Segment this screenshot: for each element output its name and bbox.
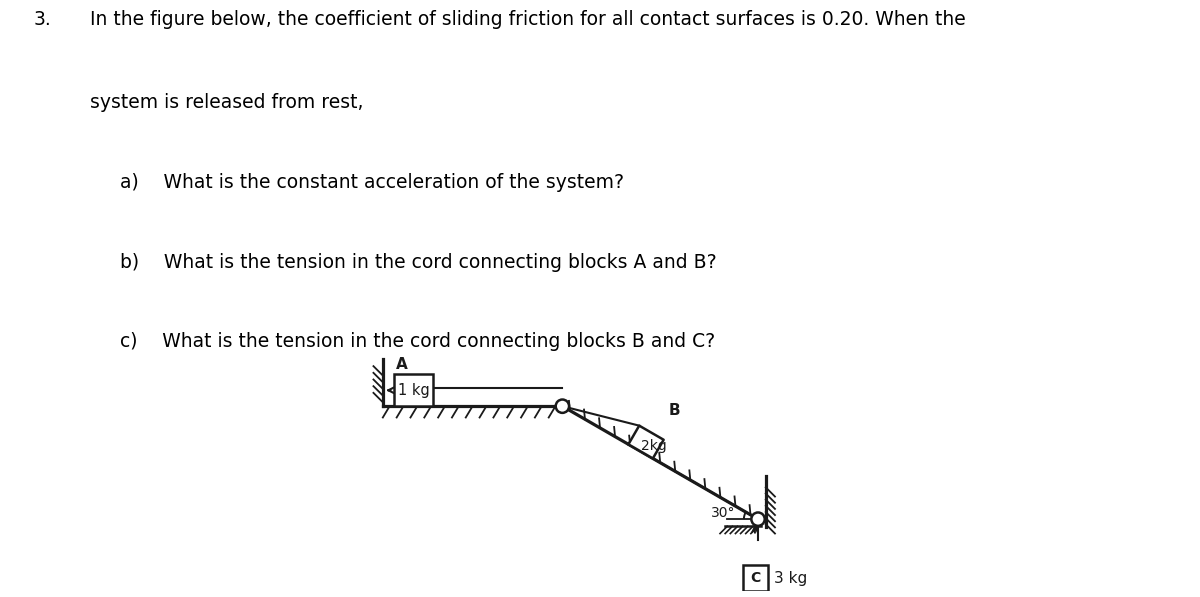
Circle shape	[751, 512, 764, 526]
Circle shape	[556, 399, 569, 413]
Text: 3.: 3.	[34, 10, 52, 29]
Text: 30°: 30°	[710, 506, 736, 520]
Bar	[743, 565, 768, 591]
Text: C: C	[750, 571, 761, 585]
Text: 1 kg: 1 kg	[397, 383, 430, 398]
Text: 3 kg: 3 kg	[774, 571, 808, 586]
Bar	[395, 374, 433, 406]
Text: 2kg: 2kg	[641, 439, 667, 453]
Text: In the figure below, the coefficient of sliding friction for all contact surface: In the figure below, the coefficient of …	[90, 10, 966, 29]
Text: c)  What is the tension in the cord connecting blocks B and C?: c) What is the tension in the cord conne…	[120, 333, 715, 352]
Text: b)  What is the tension in the cord connecting blocks A and B?: b) What is the tension in the cord conne…	[120, 253, 716, 272]
Text: A: A	[396, 358, 408, 373]
Text: system is released from rest,: system is released from rest,	[90, 94, 364, 112]
Text: B: B	[668, 404, 680, 418]
Text: a)  What is the constant acceleration of the system?: a) What is the constant acceleration of …	[120, 173, 624, 192]
Polygon shape	[629, 426, 664, 458]
